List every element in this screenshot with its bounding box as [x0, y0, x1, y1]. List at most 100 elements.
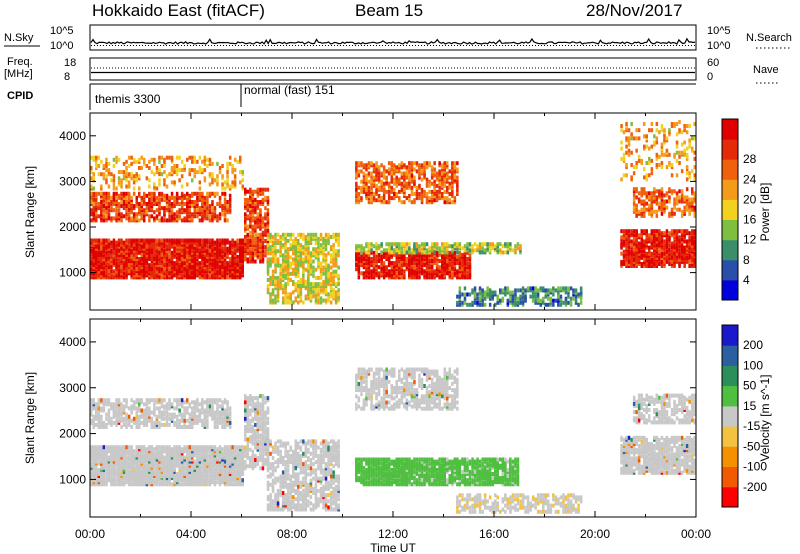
power-cell — [92, 273, 95, 278]
power-cell — [92, 246, 95, 251]
power-cell — [175, 200, 179, 204]
power-cell — [403, 252, 406, 257]
power-cell — [622, 156, 626, 161]
power-cell — [655, 249, 659, 254]
power-cell — [216, 248, 219, 253]
power-cell — [635, 189, 638, 194]
power-cell — [97, 238, 101, 243]
power-cell — [410, 175, 414, 180]
power-cell — [102, 172, 106, 177]
velocity-cell — [95, 476, 98, 481]
power-cell — [120, 218, 123, 223]
power-cell — [438, 250, 441, 255]
power-cell — [102, 248, 106, 253]
power-cell — [264, 212, 267, 217]
power-cell — [180, 265, 184, 270]
power-cell — [201, 195, 204, 200]
velocity-cell — [95, 472, 98, 476]
power-cell — [198, 180, 202, 185]
power-cell — [466, 261, 469, 266]
power-cell — [365, 187, 368, 192]
power-cell — [276, 280, 280, 284]
power-cell — [281, 232, 285, 237]
power-cell — [297, 280, 300, 284]
power-cell — [304, 255, 308, 260]
power-cell — [274, 236, 277, 241]
power-cell — [377, 194, 381, 198]
power-cell — [314, 282, 318, 287]
power-cell — [259, 243, 262, 248]
power-cell — [105, 164, 108, 168]
power-cell — [403, 261, 406, 266]
power-cell — [178, 269, 181, 274]
power-cell — [155, 195, 159, 200]
power-cell — [110, 248, 113, 253]
power-cell — [509, 246, 512, 251]
power-cell — [357, 252, 361, 257]
power-cell — [223, 269, 227, 274]
power-cell — [355, 187, 358, 192]
power-cell — [105, 214, 108, 219]
power-cell — [292, 232, 295, 237]
power-cell — [678, 237, 681, 242]
power-cell — [658, 154, 661, 159]
power-cell — [630, 245, 633, 250]
power-cell — [403, 163, 406, 168]
velocity-cell — [120, 482, 123, 487]
power-cell — [355, 198, 358, 203]
power-cell — [127, 197, 131, 202]
power-cell — [663, 262, 666, 266]
power-cell — [367, 161, 371, 166]
velocity-cell — [90, 472, 93, 476]
power-cell — [158, 204, 161, 209]
power-cell — [95, 257, 98, 261]
power-cell — [117, 252, 121, 257]
power-cell — [375, 242, 378, 247]
power-cell — [211, 208, 214, 213]
power-cell — [458, 261, 462, 266]
power-cell — [655, 156, 659, 161]
power-cell — [140, 273, 143, 278]
power-cell — [420, 171, 424, 176]
power-cell — [279, 271, 282, 276]
power-cell — [476, 292, 479, 297]
power-cell — [413, 167, 416, 172]
power-cell — [226, 161, 229, 166]
power-cell — [663, 245, 666, 250]
velocity-cell — [110, 455, 113, 460]
power-cell — [150, 202, 154, 206]
freq-panel: Freq. [MHz] 18 8 Nave 60 0 — [4, 56, 779, 84]
power-cell — [211, 191, 214, 196]
power-cell — [279, 263, 282, 268]
power-cell — [292, 243, 295, 248]
power-cell — [201, 252, 204, 257]
power-cell — [165, 273, 169, 278]
power-cell — [276, 263, 280, 268]
power-cell — [170, 180, 174, 185]
power-cell — [478, 250, 482, 255]
power-cell — [201, 159, 204, 164]
power-cell — [403, 192, 406, 196]
power-cell — [105, 195, 108, 200]
power-cell — [627, 245, 631, 250]
power-cell — [145, 252, 149, 257]
power-cell — [400, 171, 404, 176]
power-cell — [302, 232, 305, 237]
power-cell — [645, 253, 648, 258]
power-cell — [221, 174, 224, 179]
power-cell — [382, 196, 386, 201]
power-cell — [648, 195, 651, 200]
power-cell — [418, 167, 421, 172]
power-cell — [418, 250, 421, 255]
power-colorbar-swatch — [722, 199, 738, 220]
power-cell — [100, 208, 103, 213]
power-cell — [645, 134, 648, 139]
power-cell — [130, 176, 133, 181]
power-cell — [165, 252, 169, 257]
power-cell — [186, 265, 189, 270]
power-cell — [148, 263, 151, 268]
power-cell — [643, 199, 646, 204]
power-cell — [395, 252, 398, 257]
power-cell — [370, 192, 373, 196]
power-cell — [294, 251, 297, 256]
